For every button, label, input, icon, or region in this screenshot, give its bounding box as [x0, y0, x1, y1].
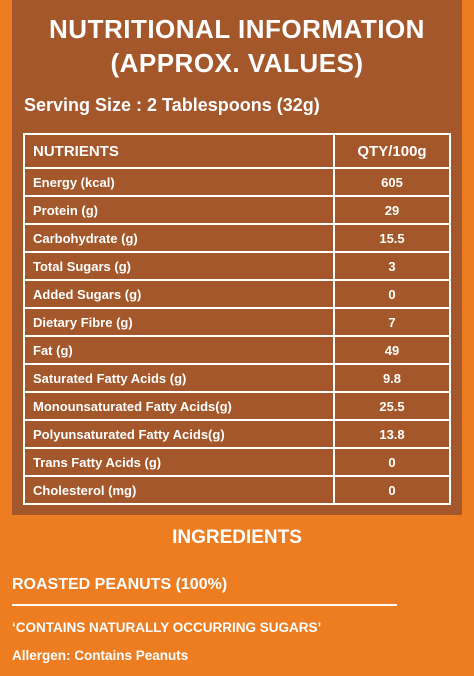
nutrient-name: Protein (g) — [23, 195, 335, 225]
table-row: Monounsaturated Fatty Acids(g) 25.5 — [23, 391, 451, 421]
nutrients-column-header: NUTRIENTS — [23, 133, 335, 169]
table-row: Cholesterol (mg) 0 — [23, 475, 451, 505]
sugar-note: ‘CONTAINS NATURALLY OCCURRING SUGARS’ — [12, 620, 322, 635]
nutrient-value: 3 — [333, 251, 451, 281]
divider — [12, 604, 397, 606]
ingredients-header: INGREDIENTS — [12, 515, 462, 562]
table-row: Dietary Fibre (g) 7 — [23, 307, 451, 337]
nutrient-value: 0 — [333, 447, 451, 477]
allergen-statement: Allergen: Contains Peanuts — [12, 648, 189, 663]
nutrient-value: 49 — [333, 335, 451, 365]
nutrient-value: 13.8 — [333, 419, 451, 449]
title-line-1: NUTRITIONAL INFORMATION — [49, 14, 425, 44]
table-row: Protein (g) 29 — [23, 195, 451, 225]
nutrient-name: Energy (kcal) — [23, 167, 335, 197]
qty-column-header: QTY/100g — [333, 133, 451, 169]
nutrient-name: Total Sugars (g) — [23, 251, 335, 281]
table-header-row: NUTRIENTS QTY/100g — [23, 133, 451, 169]
nutrient-value: 15.5 — [333, 223, 451, 253]
title-line-2: (APPROX. VALUES) — [110, 48, 364, 78]
table-row: Saturated Fatty Acids (g) 9.8 — [23, 363, 451, 393]
nutrient-name: Monounsaturated Fatty Acids(g) — [23, 391, 335, 421]
nutrient-value: 9.8 — [333, 363, 451, 393]
nutrient-value: 25.5 — [333, 391, 451, 421]
nutrient-name: Fat (g) — [23, 335, 335, 365]
nutrient-name: Cholesterol (mg) — [23, 475, 335, 505]
table-row: Polyunsaturated Fatty Acids(g) 13.8 — [23, 419, 451, 449]
ingredients-heading: INGREDIENTS — [172, 527, 302, 548]
nutrient-value: 7 — [333, 307, 451, 337]
nutrition-table: NUTRIENTS QTY/100g Energy (kcal) 605 Prote… — [23, 133, 451, 505]
nutrient-name: Trans Fatty Acids (g) — [23, 447, 335, 477]
nutrient-value: 0 — [333, 475, 451, 505]
serving-size: Serving Size : 2 Tablespoons (32g) — [24, 95, 320, 115]
nutrient-value: 605 — [333, 167, 451, 197]
nutrient-value: 29 — [333, 195, 451, 225]
nutrient-name: Carbohydrate (g) — [23, 223, 335, 253]
nutrient-name: Added Sugars (g) — [23, 279, 335, 309]
table-row: Fat (g) 49 — [23, 335, 451, 365]
table-row: Added Sugars (g) 0 — [23, 279, 451, 309]
nutrient-name: Polyunsaturated Fatty Acids(g) — [23, 419, 335, 449]
table-row: Energy (kcal) 605 — [23, 167, 451, 197]
table-row: Trans Fatty Acids (g) 0 — [23, 447, 451, 477]
nutrient-name: Saturated Fatty Acids (g) — [23, 363, 335, 393]
ingredients-list: ROASTED PEANUTS (100%) — [12, 576, 228, 593]
table-row: Carbohydrate (g) 15.5 — [23, 223, 451, 253]
table-row: Total Sugars (g) 3 — [23, 251, 451, 281]
nutrient-name: Dietary Fibre (g) — [23, 307, 335, 337]
nutrient-value: 0 — [333, 279, 451, 309]
